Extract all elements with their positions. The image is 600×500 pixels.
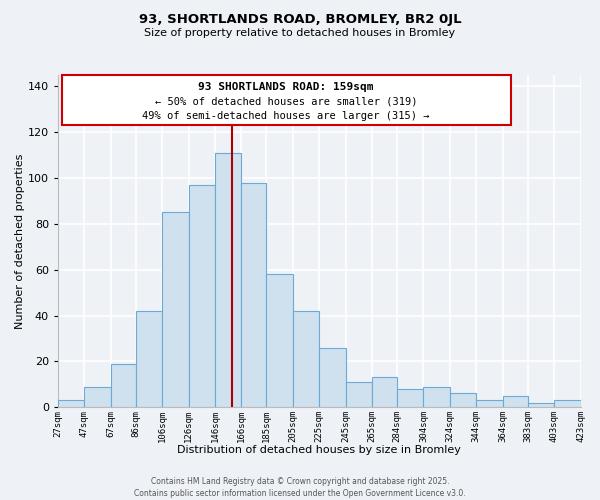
Bar: [554, 400, 581, 407]
Bar: [319, 348, 346, 407]
Bar: [85, 386, 111, 407]
Bar: [450, 394, 476, 407]
Text: Size of property relative to detached houses in Bromley: Size of property relative to detached ho…: [145, 28, 455, 38]
Bar: [476, 400, 503, 407]
Text: 93, SHORTLANDS ROAD, BROMLEY, BR2 0JL: 93, SHORTLANDS ROAD, BROMLEY, BR2 0JL: [139, 12, 461, 26]
Bar: [162, 212, 188, 407]
Bar: [62, 75, 511, 126]
Bar: [136, 311, 162, 407]
Text: 93 SHORTLANDS ROAD: 159sqm: 93 SHORTLANDS ROAD: 159sqm: [199, 82, 374, 92]
Bar: [372, 378, 397, 407]
Bar: [528, 402, 554, 407]
Bar: [503, 396, 528, 407]
Bar: [346, 382, 372, 407]
Text: Contains HM Land Registry data © Crown copyright and database right 2025.
Contai: Contains HM Land Registry data © Crown c…: [134, 476, 466, 498]
Bar: [188, 185, 215, 407]
Bar: [293, 311, 319, 407]
Bar: [266, 274, 293, 407]
Bar: [424, 386, 450, 407]
Bar: [241, 182, 266, 407]
Bar: [58, 400, 85, 407]
Bar: [397, 389, 424, 407]
Text: ← 50% of detached houses are smaller (319): ← 50% of detached houses are smaller (31…: [155, 97, 418, 107]
Bar: [111, 364, 136, 407]
Bar: [215, 153, 241, 407]
X-axis label: Distribution of detached houses by size in Bromley: Distribution of detached houses by size …: [177, 445, 461, 455]
Y-axis label: Number of detached properties: Number of detached properties: [15, 154, 25, 329]
Text: 49% of semi-detached houses are larger (315) →: 49% of semi-detached houses are larger (…: [142, 110, 430, 120]
